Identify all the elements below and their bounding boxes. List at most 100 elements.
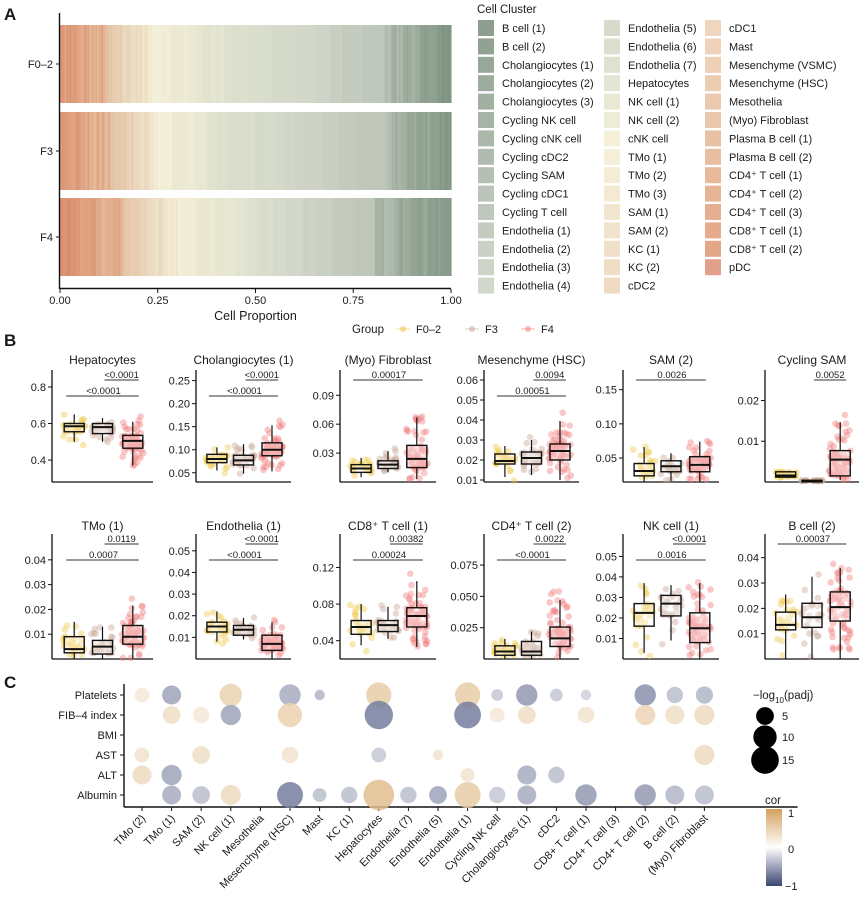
bar-segment [90,25,93,103]
x-tick-label: 0.50 [245,295,266,307]
data-point [840,613,848,620]
data-point [270,643,278,650]
data-point [830,589,837,597]
data-point [266,637,273,645]
legend-label: cDC1 [729,23,757,35]
data-point [676,594,684,602]
data-point [402,624,410,632]
data-point [409,636,417,643]
bar-segment [103,112,105,190]
bar-segment [136,112,138,190]
legend-label: Endothelia (2) [502,244,571,256]
legend-title: Cell Cluster [477,4,537,16]
data-point [833,464,840,472]
y-tick-label: 0.6 [31,419,46,431]
y-tick-label: 0.02 [596,613,617,625]
bar-segment [237,198,240,276]
y-tick-label: 0.8 [31,382,46,394]
data-point [356,621,364,628]
legend-label: Cycling cDC1 [502,189,569,201]
bar-segment [131,112,133,190]
bar-segment [337,198,344,276]
bar-segment [392,112,394,190]
data-point [695,615,702,623]
legend-swatch [604,148,620,165]
data-point [689,617,696,624]
bar-segment [432,25,436,103]
y-tick-label: 0.04 [738,553,759,565]
bar-segment [440,112,443,190]
y-tick-label: 0.04 [169,567,190,579]
data-point [416,475,423,482]
data-point [841,450,848,458]
data-point [264,426,272,434]
bar-segment [404,25,406,103]
y-tick-label: 0.03 [25,580,46,592]
correlation-dot [454,782,481,808]
data-point [696,636,704,643]
data-point [273,644,281,651]
bar-segment [398,25,401,103]
size-legend-label: 15 [782,755,794,767]
data-point [351,611,359,619]
bar-segment [93,198,97,276]
data-point [689,465,697,472]
legend-swatch [478,93,494,110]
data-point [833,613,840,621]
bar-segment [329,198,333,276]
correlation-dot [634,784,656,806]
data-point [418,413,426,420]
data-point [134,420,141,428]
data-point [637,582,645,589]
bar-segment [409,198,413,276]
facet-title: Cycling SAM [778,353,847,367]
data-point [91,625,98,633]
bar-segment [78,25,81,103]
bar-segment [75,25,77,103]
x-tick-label: 0.75 [343,295,364,307]
data-point [133,426,141,434]
bar-segment [318,25,323,103]
data-point [690,593,698,600]
data-point [523,640,531,648]
bar-segment [427,198,430,276]
data-point [80,416,88,423]
correlation-dot [371,747,387,763]
legend-label: Cycling SAM [502,170,565,182]
bar-segment [250,112,257,190]
data-point [560,451,567,459]
data-point [828,629,836,636]
y-tick-label: 0.050 [450,591,478,603]
legend-swatch [604,130,620,147]
size-legend-label: 10 [782,732,794,744]
bar-segment [356,112,364,190]
bar-segment [162,112,166,190]
legend-swatch [604,75,620,92]
data-point [635,612,642,620]
y-tick-label: 0.01 [738,629,759,641]
data-point [260,466,267,474]
data-point [556,640,564,648]
legend-label: pDC [729,262,751,274]
data-point [774,635,781,643]
data-point [637,452,644,459]
data-point [567,635,575,642]
data-point [222,465,229,472]
data-point [699,619,706,627]
box [801,602,823,629]
y-tick-label: 0.06 [313,419,334,431]
bar-segment [376,25,386,103]
data-point [783,606,790,614]
bar-segment [147,198,149,276]
p-value-label: 0.0016 [657,550,686,561]
bar-segment [199,25,203,103]
bar-segment [440,25,443,103]
bar-segment [445,112,448,190]
legend-swatch [705,204,721,220]
data-point [96,433,103,441]
box [520,640,543,656]
bar-segment [428,198,430,276]
bar-segment [254,198,258,276]
data-point [842,428,849,436]
data-point [567,643,575,650]
